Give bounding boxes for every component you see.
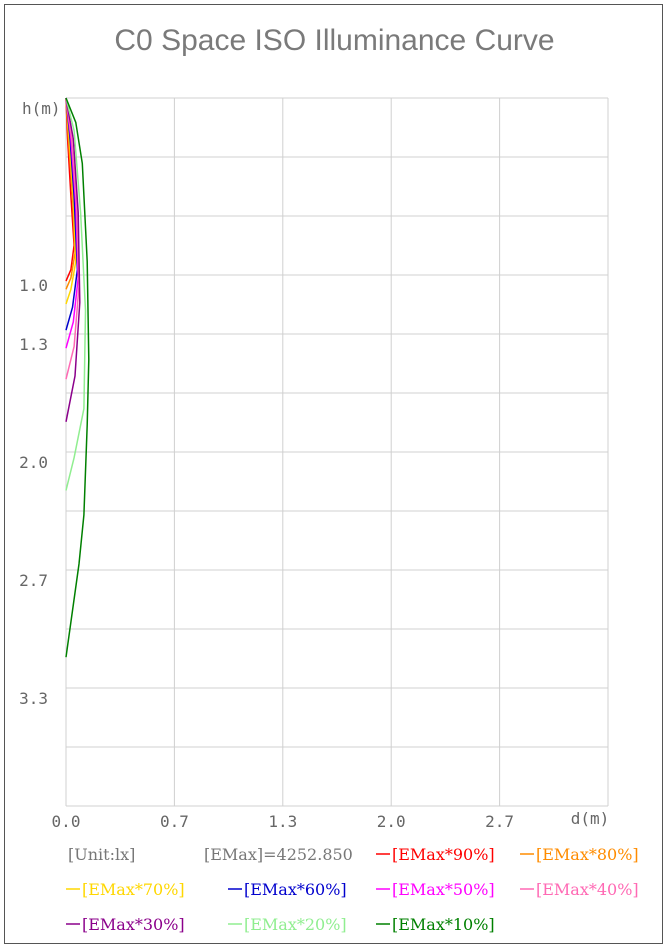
unit-label: [Unit:lx]	[68, 845, 135, 864]
emax-label: [EMax]=4252.850	[204, 845, 353, 864]
y-tick-label: 2.7	[19, 571, 48, 590]
legend-entry: [EMax*40%]	[536, 880, 639, 899]
y-axis-label: h(m)	[22, 99, 61, 118]
chart-frame	[4, 4, 663, 944]
y-tick-label: 1.0	[19, 276, 48, 295]
legend-entry: [EMax*10%]	[392, 915, 495, 934]
y-tick-label: 2.0	[19, 453, 48, 472]
series-line	[65, 97, 81, 422]
y-tick-label: 1.3	[19, 335, 48, 354]
series-line	[65, 97, 87, 491]
x-tick-label: 2.7	[485, 812, 514, 831]
chart-title: C0 Space ISO Illuminance Curve	[114, 24, 555, 57]
legend-entry: [EMax*30%]	[82, 915, 185, 934]
legend-entry: [EMax*50%]	[392, 880, 495, 899]
series-line	[65, 97, 80, 380]
x-tick-label: 2.0	[377, 812, 406, 831]
x-axis-label: d(m)	[571, 809, 610, 828]
y-tick-label: 3.3	[19, 689, 48, 708]
legend-entry: [EMax*70%]	[82, 880, 185, 899]
legend-entry: [EMax*60%]	[244, 880, 347, 899]
series-line	[65, 97, 90, 658]
legend-entry: [EMax*90%]	[392, 845, 495, 864]
x-tick-label: 0.0	[52, 812, 81, 831]
legend-entry: [EMax*20%]	[244, 915, 347, 934]
legend-entry: [EMax*80%]	[536, 845, 639, 864]
x-tick-label: 0.7	[160, 812, 189, 831]
x-tick-label: 1.3	[268, 812, 297, 831]
